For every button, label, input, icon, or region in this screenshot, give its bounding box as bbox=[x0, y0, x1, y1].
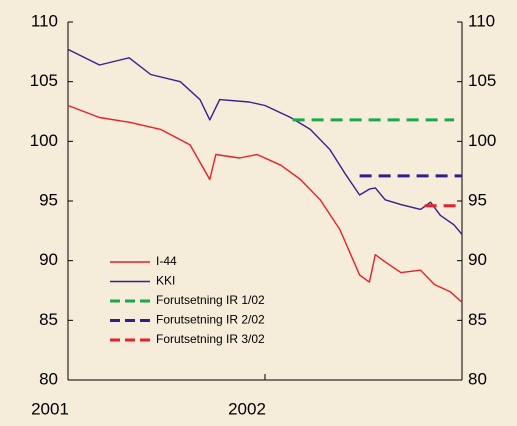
y2-tick-label: 110 bbox=[468, 11, 495, 30]
y2-tick-label: 85 bbox=[468, 310, 487, 329]
y-tick-label: 105 bbox=[30, 71, 58, 90]
legend-label: KKI bbox=[156, 274, 175, 288]
y-tick-label: 110 bbox=[31, 11, 58, 30]
series-line bbox=[67, 104, 463, 303]
y-tick-label: 95 bbox=[39, 190, 58, 209]
y2-tick-label: 100 bbox=[468, 131, 496, 150]
y2-tick-label: 95 bbox=[468, 190, 487, 209]
legend-label: Forutsetning IR 2/02 bbox=[156, 313, 265, 327]
y-tick-label: 85 bbox=[39, 310, 58, 329]
series-line bbox=[67, 48, 463, 235]
legend-label: I-44 bbox=[156, 254, 177, 268]
legend-label: Forutsetning IR 1/02 bbox=[156, 293, 265, 307]
y-tick-label: 90 bbox=[39, 250, 58, 269]
y2-tick-label: 80 bbox=[468, 369, 487, 388]
legend-label: Forutsetning IR 3/02 bbox=[156, 332, 265, 346]
y2-tick-label: 105 bbox=[468, 71, 496, 90]
y2-tick-label: 90 bbox=[468, 250, 487, 269]
y-tick-label: 80 bbox=[39, 369, 58, 388]
x-tick-label: 2002 bbox=[228, 399, 266, 418]
y-tick-label: 100 bbox=[30, 131, 58, 150]
x-tick-label: 2001 bbox=[31, 399, 69, 418]
